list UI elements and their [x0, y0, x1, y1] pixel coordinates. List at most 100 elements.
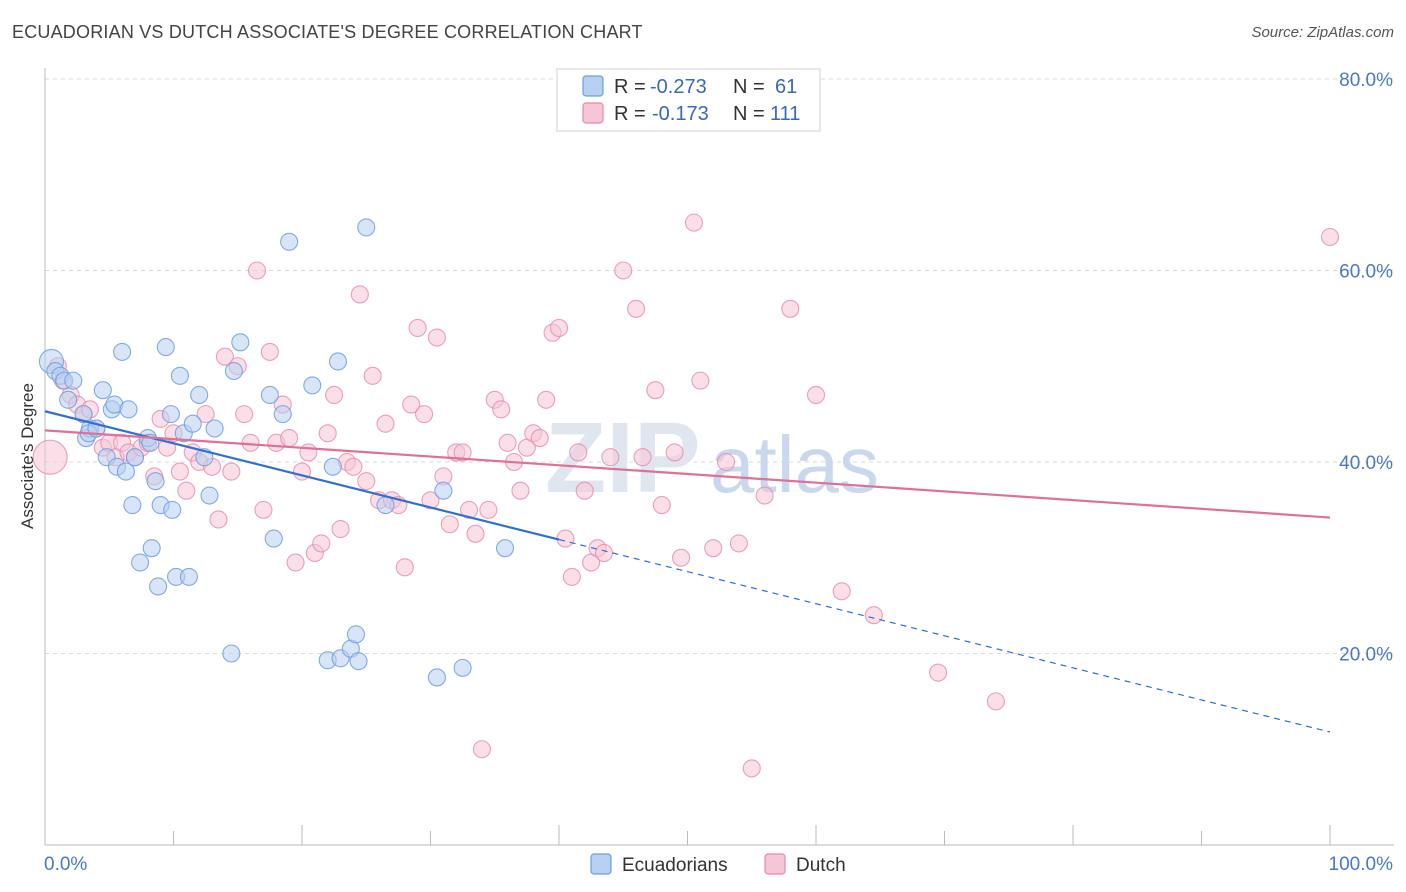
ecuadorian-point — [142, 539, 161, 558]
dutch-point — [177, 481, 196, 500]
dutch-point — [575, 481, 594, 500]
trend-lines — [44, 410, 1331, 733]
stats-pink-r-label: R = — [614, 103, 646, 125]
dutch-point — [440, 515, 459, 534]
dutch-point — [196, 405, 215, 424]
dutch-point — [549, 318, 569, 338]
ecuadorian-point — [59, 390, 78, 409]
ecuadorian-point — [376, 496, 395, 515]
ecuadorian-point — [357, 218, 376, 237]
dutch-point — [344, 457, 363, 476]
dutch-point — [325, 385, 344, 405]
stats-pink-n-value: 111 — [770, 103, 800, 125]
dutch-point — [569, 443, 588, 462]
dutch-point — [260, 342, 279, 361]
dutch-point — [331, 519, 350, 539]
ecuadorian-trend-extension — [558, 538, 1331, 733]
legend: Ecuadorians Dutch — [590, 853, 846, 876]
watermark: ZIP atlas — [545, 402, 879, 514]
ecuadorian-point — [323, 457, 342, 476]
ecuadorian-point — [163, 500, 182, 519]
y-tick-label: 40.0% — [1339, 453, 1393, 474]
dutch-point — [806, 385, 826, 405]
dutch-point — [633, 448, 652, 467]
dutch-point — [601, 448, 620, 467]
dutch-point — [704, 539, 723, 558]
stats-box: R = -0.273 N = 61 R = -0.173 N = 111 — [556, 68, 821, 132]
dutch-point — [209, 510, 228, 529]
ecuadorian-point — [170, 366, 189, 385]
stats-pink-r-value: -0.173 — [652, 103, 709, 125]
ecuadorian-point — [119, 400, 138, 419]
dutch-point — [466, 524, 485, 543]
x-tick-label: 100.0% — [1329, 854, 1394, 875]
stats-blue-swatch — [582, 75, 604, 97]
ecuadorian-points — [38, 218, 515, 687]
ecuadorian-point — [205, 419, 224, 438]
ecuadorian-point — [146, 472, 165, 491]
dutch-point — [646, 381, 665, 400]
y-tick-labels: 20.0% 40.0% 60.0% 80.0% — [1339, 70, 1393, 666]
dutch-point — [415, 405, 434, 424]
ecuadorian-point — [190, 385, 209, 405]
ecuadorian-point — [64, 371, 83, 390]
dutch-point — [1320, 227, 1340, 247]
y-tick-label: 60.0% — [1339, 262, 1393, 283]
ecuadorian-point — [156, 338, 175, 357]
ecuadorian-point — [125, 448, 144, 467]
dutch-point — [280, 429, 299, 448]
ecuadorian-point — [183, 414, 202, 433]
dutch-point — [453, 443, 472, 462]
ecuadorian-trend-line — [44, 410, 560, 541]
legend-ecuadorians-swatch — [590, 853, 612, 875]
ecuadorian-point — [434, 481, 453, 500]
ecuadorian-point — [149, 577, 168, 596]
dutch-point — [864, 606, 883, 625]
dutch-point — [170, 462, 189, 481]
dutch-point — [665, 443, 684, 462]
dutch-point — [755, 486, 774, 505]
ecuadorian-point — [113, 342, 132, 361]
y-axis-title: Associate's Degree — [18, 383, 37, 529]
dutch-point — [479, 500, 498, 519]
dutch-point — [652, 496, 671, 515]
stats-pink-n-label: N = — [733, 103, 765, 125]
dutch-point — [684, 213, 703, 232]
dutch-point — [286, 553, 305, 572]
y-tick-label: 20.0% — [1339, 645, 1393, 666]
ecuadorian-point — [131, 553, 150, 572]
dutch-point — [215, 347, 234, 366]
y-tick-label: 80.0% — [1339, 70, 1393, 91]
stats-blue-n-value: 61 — [775, 76, 797, 98]
dutch-point — [832, 582, 851, 601]
ecuadorian-point — [224, 361, 243, 381]
stats-blue-r-label: R = — [614, 76, 646, 98]
ecuadorian-point — [349, 652, 368, 671]
dutch-point — [254, 500, 273, 519]
dutch-point — [402, 395, 421, 414]
watermark-atlas: atlas — [710, 420, 879, 509]
dutch-point — [247, 261, 267, 280]
dutch-point — [472, 740, 491, 759]
ecuadorian-point — [346, 625, 366, 644]
dutch-point — [530, 429, 549, 448]
ecuadorian-point — [453, 658, 472, 677]
dutch-point — [395, 558, 414, 577]
legend-dutch-swatch — [764, 853, 786, 875]
stats-pink-swatch — [582, 102, 604, 124]
stats-blue-r-value: -0.273 — [650, 76, 707, 98]
x-tick-label: 0.0% — [44, 854, 87, 875]
ecuadorian-point — [280, 232, 299, 251]
source-label: Source: ZipAtlas.com — [1251, 24, 1394, 41]
ecuadorian-point — [328, 352, 348, 371]
x-tick-labels: 0.0% 100.0% — [44, 854, 1393, 875]
dutch-point — [742, 759, 761, 778]
dutch-point — [222, 462, 241, 481]
dutch-point — [492, 400, 511, 419]
ecuadorian-point — [116, 462, 136, 481]
dutch-point — [350, 285, 369, 304]
dutch-point — [556, 529, 575, 548]
dutch-point — [986, 692, 1005, 711]
legend-ecuadorians-label: Ecuadorians — [622, 855, 728, 876]
dutch-point — [627, 299, 646, 318]
